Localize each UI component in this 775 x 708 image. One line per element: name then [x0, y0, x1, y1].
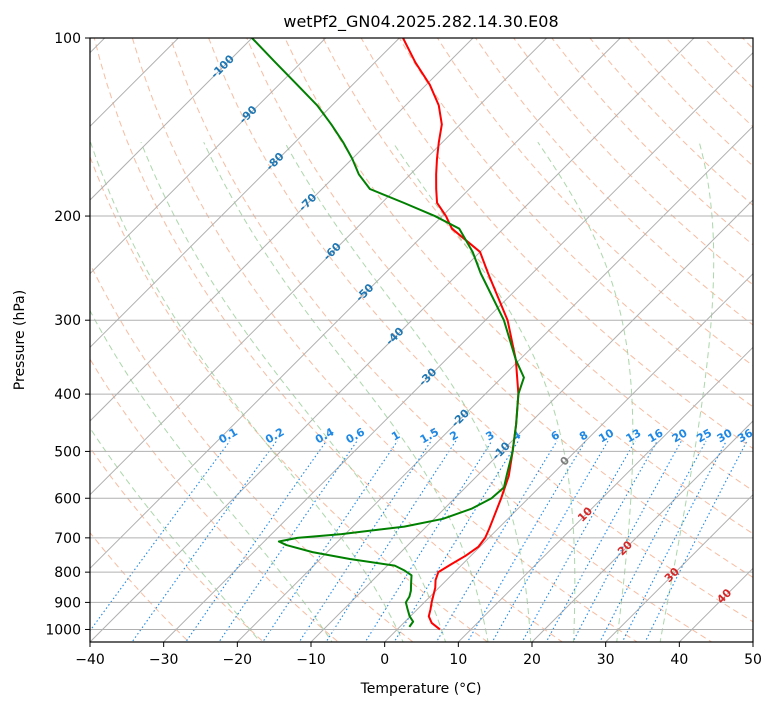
isotherm-line [90, 38, 548, 496]
y-tick-label: 200 [54, 209, 81, 225]
isotherms [90, 38, 753, 642]
plot-area-background [90, 38, 753, 642]
mixing-ratio-line [218, 440, 358, 642]
mixing-ratio-line [90, 440, 231, 632]
isotherm-line [90, 38, 695, 642]
y-tick-label: 1000 [45, 622, 81, 638]
moist-adiabat [537, 141, 634, 642]
isotherm-line [90, 38, 474, 422]
moist-adiabat [392, 141, 576, 642]
mixing-ratio-line [466, 440, 586, 642]
mixing-ratio-line [298, 440, 432, 642]
x-tick-label: −40 [75, 652, 105, 668]
dry-adiabat [360, 38, 753, 450]
y-axis: 100 200 300 400 500 600 700 800 900 1000 [45, 31, 90, 638]
dewpoint-profile [251, 38, 525, 628]
moist-adiabat [90, 141, 404, 642]
isotherm-line [90, 38, 400, 349]
y-axis-label: Pressure (hPa) [12, 290, 28, 390]
isotherm-line [90, 38, 621, 570]
x-tick-label: 50 [744, 652, 762, 668]
isobars [90, 38, 753, 630]
mixing-ratio-line [621, 440, 727, 642]
isotherm-line [90, 38, 327, 275]
mixing-ratio-line [364, 440, 493, 642]
moist-adiabat [284, 141, 532, 642]
mixing-ratio-line [521, 440, 636, 642]
moist-adiabat [140, 141, 447, 642]
sounding-profiles [251, 38, 525, 631]
x-tick-label: −30 [149, 652, 179, 668]
x-axis-label: Temperature (°C) [360, 681, 482, 697]
x-tick-label: −10 [296, 652, 326, 668]
dry-adiabat [398, 38, 753, 408]
isotherm-line [605, 493, 753, 642]
moist-adiabat [90, 427, 261, 642]
isotherm-line [236, 125, 753, 642]
mixing-ratio-line [435, 440, 558, 642]
mixing-ratio-line [131, 440, 278, 642]
moist-adiabat [90, 309, 333, 642]
plot-frame [89, 37, 754, 643]
x-tick-label: 10 [449, 652, 467, 668]
mixing-ratio-line [545, 440, 658, 642]
moist-adiabat [659, 142, 715, 642]
y-tick-label: 800 [54, 565, 81, 581]
isotherm-line [163, 51, 753, 642]
x-axis: −40 −30 −20 −10 0 10 20 30 40 50 [75, 642, 762, 668]
x-tick-label: 0 [380, 652, 389, 668]
x-tick-label: 20 [523, 652, 541, 668]
y-tick-label: 400 [54, 387, 81, 403]
isotherm-line [310, 199, 753, 642]
mixing-ratio-label: 36 [735, 426, 755, 445]
y-tick-label: 900 [54, 595, 81, 611]
y-tick-label: 100 [54, 31, 81, 47]
x-tick-label: 30 [597, 652, 615, 668]
isotherm-line [457, 346, 753, 642]
y-tick-label: 600 [54, 491, 81, 507]
isotherm-line [531, 420, 753, 642]
isotherm-line [384, 272, 753, 642]
isotherm-line [90, 38, 253, 201]
y-tick-label: 300 [54, 313, 81, 329]
chart-title: wetPf2_GN04.2025.282.14.30.E08 [283, 12, 558, 32]
mixing-ratio-lines [90, 440, 748, 642]
dry-adiabat [322, 38, 753, 492]
mixing-ratio-line [599, 440, 707, 642]
x-tick-label: 40 [670, 652, 688, 668]
moist-adiabat [203, 141, 489, 642]
mixing-ratio-line [572, 440, 682, 642]
mixing-ratio-line [491, 440, 609, 642]
dry-adiabat [90, 446, 265, 642]
mixing-ratio-line [644, 440, 748, 642]
mixing-ratio-line [325, 440, 457, 642]
y-tick-label: 500 [54, 444, 81, 460]
moist-adiabats [90, 141, 715, 642]
x-tick-label: −20 [223, 652, 253, 668]
y-tick-label: 700 [54, 531, 81, 547]
